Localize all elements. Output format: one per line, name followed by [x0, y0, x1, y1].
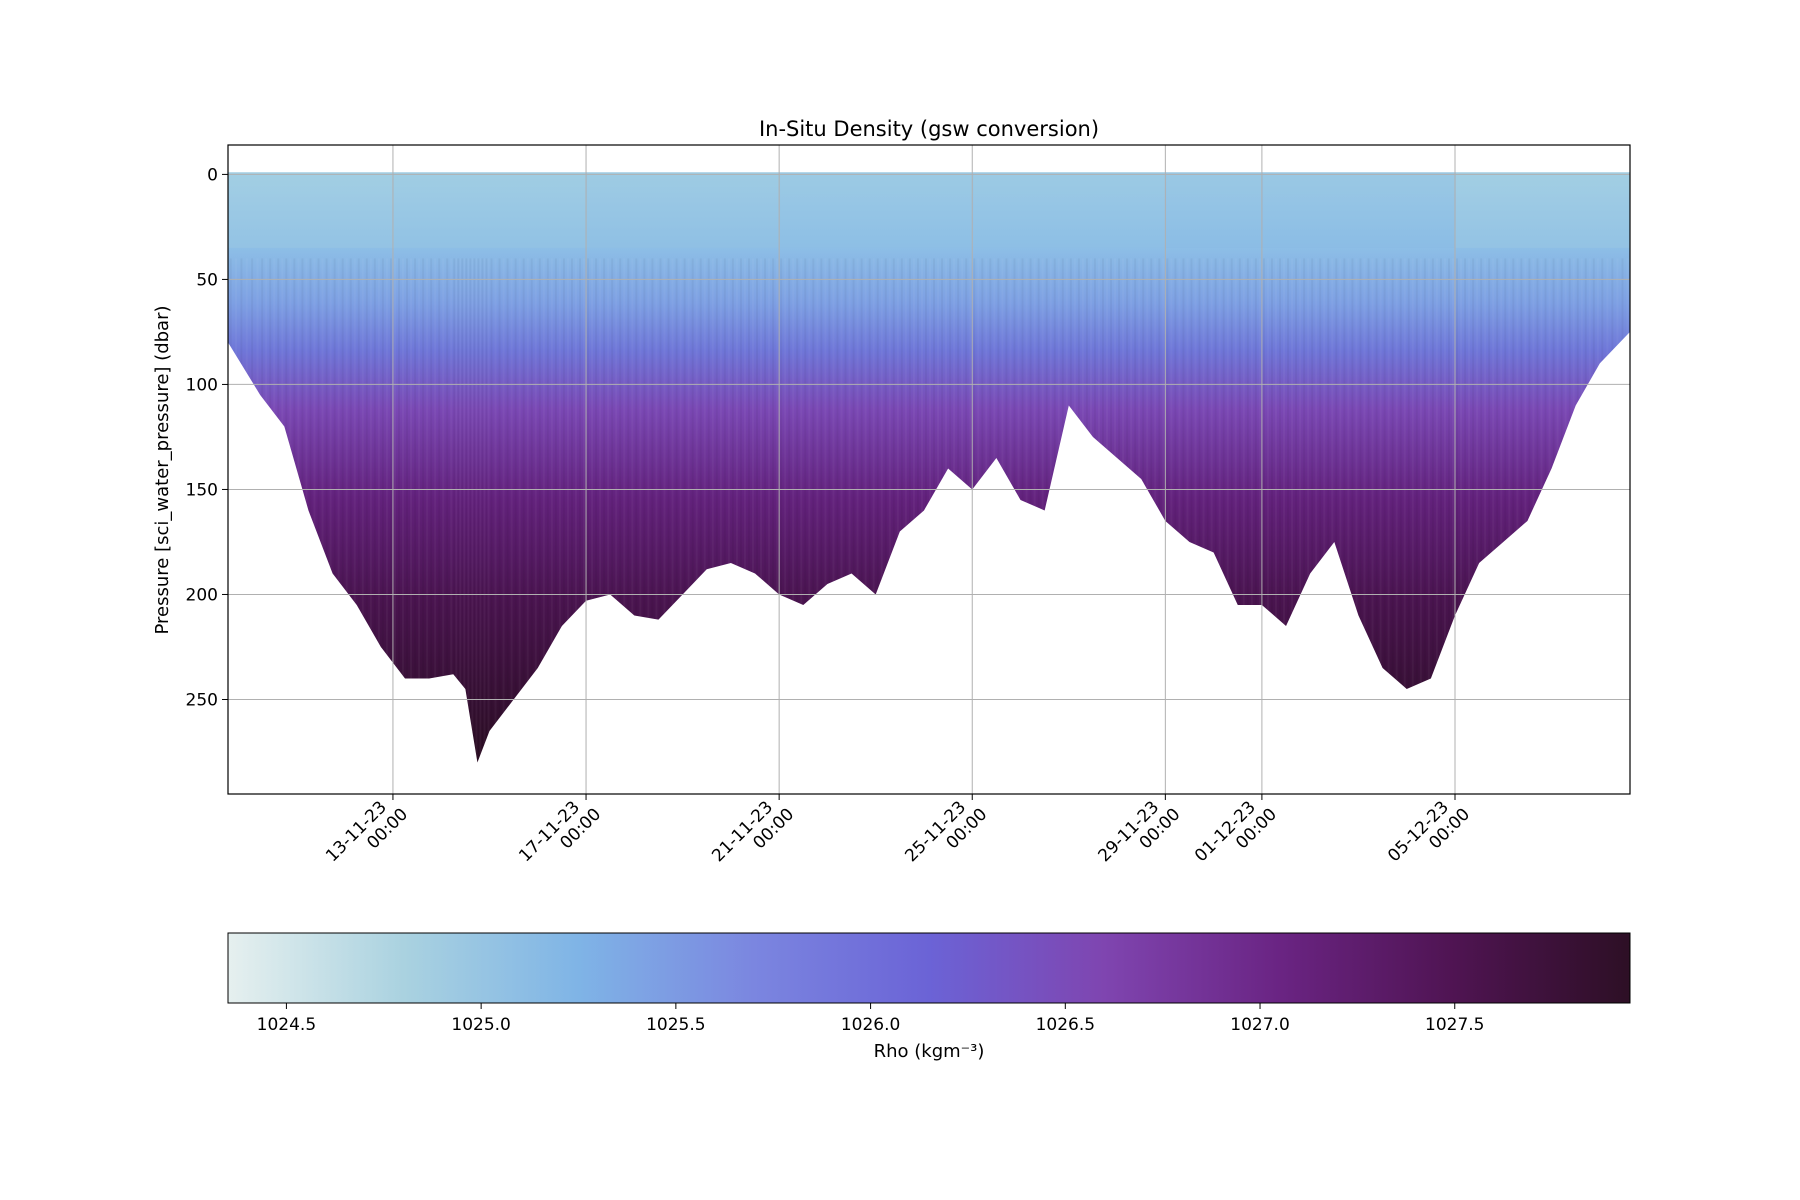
colorbar-tick-label: 1025.5: [646, 1015, 705, 1035]
colorbar-tick-label: 1024.5: [257, 1015, 316, 1035]
chart-title: In-Situ Density (gsw conversion): [759, 117, 1099, 141]
y-axis: 0 50 100 150 200 250: [186, 165, 228, 710]
surface-layer-band: [1455, 172, 1630, 248]
y-tick-label: 250: [186, 690, 218, 710]
colorbar-tick-label: 1025.0: [451, 1015, 510, 1035]
y-tick-label: 200: [186, 585, 218, 605]
plot-frame: [227, 144, 1631, 795]
colorbar-tick-label: 1026.0: [841, 1015, 900, 1035]
y-tick-label: 100: [186, 375, 218, 395]
surface-layer-band: [972, 172, 1167, 248]
colorbar-tick-label: 1026.5: [1036, 1015, 1095, 1035]
gridlines: [228, 145, 1630, 794]
y-tick-label: 50: [196, 270, 218, 290]
density-scatter: [228, 172, 1630, 763]
colorbar-tick-label: 1027.0: [1230, 1015, 1289, 1035]
colorbar-tick-label: 1027.5: [1425, 1015, 1484, 1035]
colorbar-label: Rho (kgm⁻³): [874, 1041, 985, 1062]
surface-layer-band: [1165, 172, 1263, 248]
surface-layer-band: [228, 172, 394, 248]
colorbar-ticks: 1024.5 1025.0 1025.5 1026.0 1026.5 1027.0 1027…: [257, 1003, 1484, 1035]
surface-layer-band: [586, 172, 781, 248]
y-tick-label: 150: [186, 480, 218, 500]
y-tick-label: 0: [207, 165, 218, 185]
surface-layer-band: [392, 172, 588, 248]
y-axis-label: Pressure [sci_water_pressure] (dbar): [152, 306, 173, 635]
surface-layer-band: [779, 172, 974, 248]
colorbar-bar: [227, 932, 1631, 1004]
surface-layer-band: [1261, 172, 1457, 248]
colorbar: 1024.5 1025.0 1025.5 1026.0 1026.5 1027.0 1027…: [227, 932, 1631, 1062]
